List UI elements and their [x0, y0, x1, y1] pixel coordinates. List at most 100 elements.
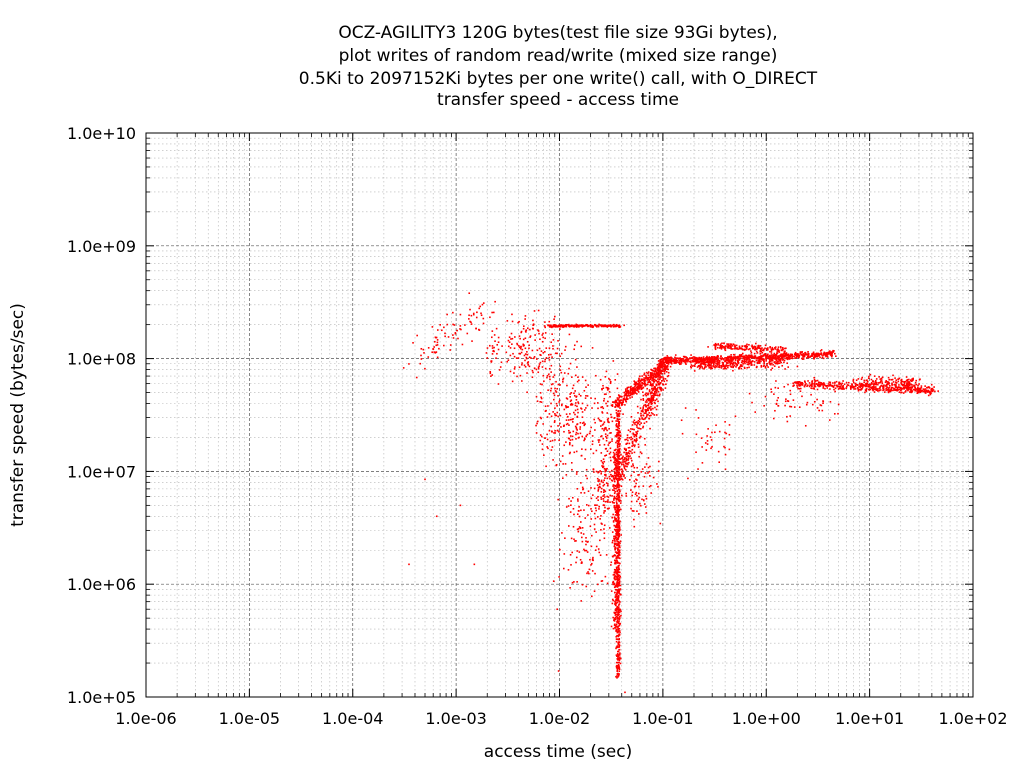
data-point	[616, 569, 619, 572]
data-point	[518, 345, 520, 347]
data-point	[602, 387, 605, 390]
data-point	[482, 302, 485, 304]
data-point	[569, 511, 572, 513]
data-point	[746, 345, 749, 348]
data-point	[617, 557, 619, 559]
data-point	[616, 607, 618, 609]
data-point	[868, 384, 871, 386]
data-point	[617, 420, 619, 422]
data-point	[470, 323, 473, 325]
data-point	[619, 407, 621, 409]
data-point	[609, 380, 612, 383]
data-point	[645, 394, 648, 397]
data-point	[616, 373, 619, 375]
data-point	[739, 366, 741, 368]
data-point	[615, 654, 618, 656]
data-point	[591, 347, 594, 349]
data-point	[659, 388, 662, 390]
data-point	[613, 537, 615, 540]
data-point	[648, 379, 650, 382]
data-point	[852, 380, 855, 382]
data-point	[666, 362, 669, 365]
data-point	[618, 673, 620, 676]
data-point	[798, 406, 801, 408]
data-point	[510, 338, 512, 340]
data-point	[526, 372, 528, 374]
data-point	[920, 387, 923, 389]
data-point	[651, 400, 653, 402]
data-point	[748, 392, 751, 395]
data-point	[581, 448, 583, 450]
data-point	[559, 548, 561, 551]
data-point	[739, 364, 742, 366]
data-point	[624, 477, 626, 479]
data-point	[616, 576, 618, 579]
data-point	[559, 355, 561, 358]
data-point	[664, 366, 666, 369]
data-point	[668, 356, 671, 359]
data-point	[604, 324, 607, 326]
data-point	[618, 590, 620, 592]
data-point	[574, 358, 577, 361]
data-point	[783, 354, 785, 357]
data-point	[786, 354, 789, 356]
data-point	[436, 356, 439, 359]
data-point	[617, 530, 620, 532]
data-point	[546, 446, 548, 448]
data-point	[769, 356, 772, 359]
data-point	[639, 382, 641, 385]
data-point	[882, 389, 884, 392]
data-point	[478, 329, 481, 331]
data-point	[870, 382, 873, 385]
data-point	[604, 496, 606, 498]
data-point	[610, 590, 613, 592]
data-point	[543, 325, 546, 327]
data-point	[716, 364, 719, 366]
data-point	[564, 324, 566, 327]
data-point	[918, 383, 920, 385]
data-point	[667, 374, 670, 377]
data-point	[615, 487, 617, 490]
data-point	[905, 390, 907, 392]
data-point	[794, 351, 797, 354]
data-point	[546, 376, 548, 379]
data-point	[619, 551, 621, 554]
data-point	[617, 538, 620, 540]
data-point	[618, 415, 621, 417]
data-point	[647, 414, 649, 416]
data-point	[616, 592, 618, 595]
data-point	[603, 443, 606, 446]
data-point	[628, 450, 631, 452]
data-point	[905, 384, 907, 387]
data-point	[516, 343, 519, 346]
data-point	[855, 379, 858, 382]
data-point	[599, 470, 601, 472]
data-point	[891, 386, 894, 389]
data-point	[548, 359, 551, 361]
data-point	[488, 344, 491, 347]
data-point	[519, 374, 522, 377]
data-point	[647, 457, 650, 459]
data-point	[612, 520, 615, 522]
data-point	[438, 347, 440, 350]
data-point	[529, 328, 531, 331]
data-point	[636, 405, 639, 408]
data-point	[711, 360, 714, 363]
data-point	[621, 472, 624, 474]
data-point	[619, 529, 621, 531]
data-point	[773, 352, 776, 355]
data-point	[618, 646, 621, 648]
data-point	[597, 325, 600, 328]
data-point	[598, 551, 601, 554]
data-point	[687, 477, 689, 480]
data-point	[716, 356, 719, 358]
data-point	[623, 395, 626, 397]
data-point	[911, 378, 914, 380]
data-point	[616, 514, 619, 517]
data-point	[866, 379, 868, 381]
data-point	[565, 506, 568, 508]
data-point	[894, 381, 897, 383]
data-point	[578, 506, 580, 508]
data-point	[885, 380, 887, 383]
data-point	[643, 372, 646, 375]
